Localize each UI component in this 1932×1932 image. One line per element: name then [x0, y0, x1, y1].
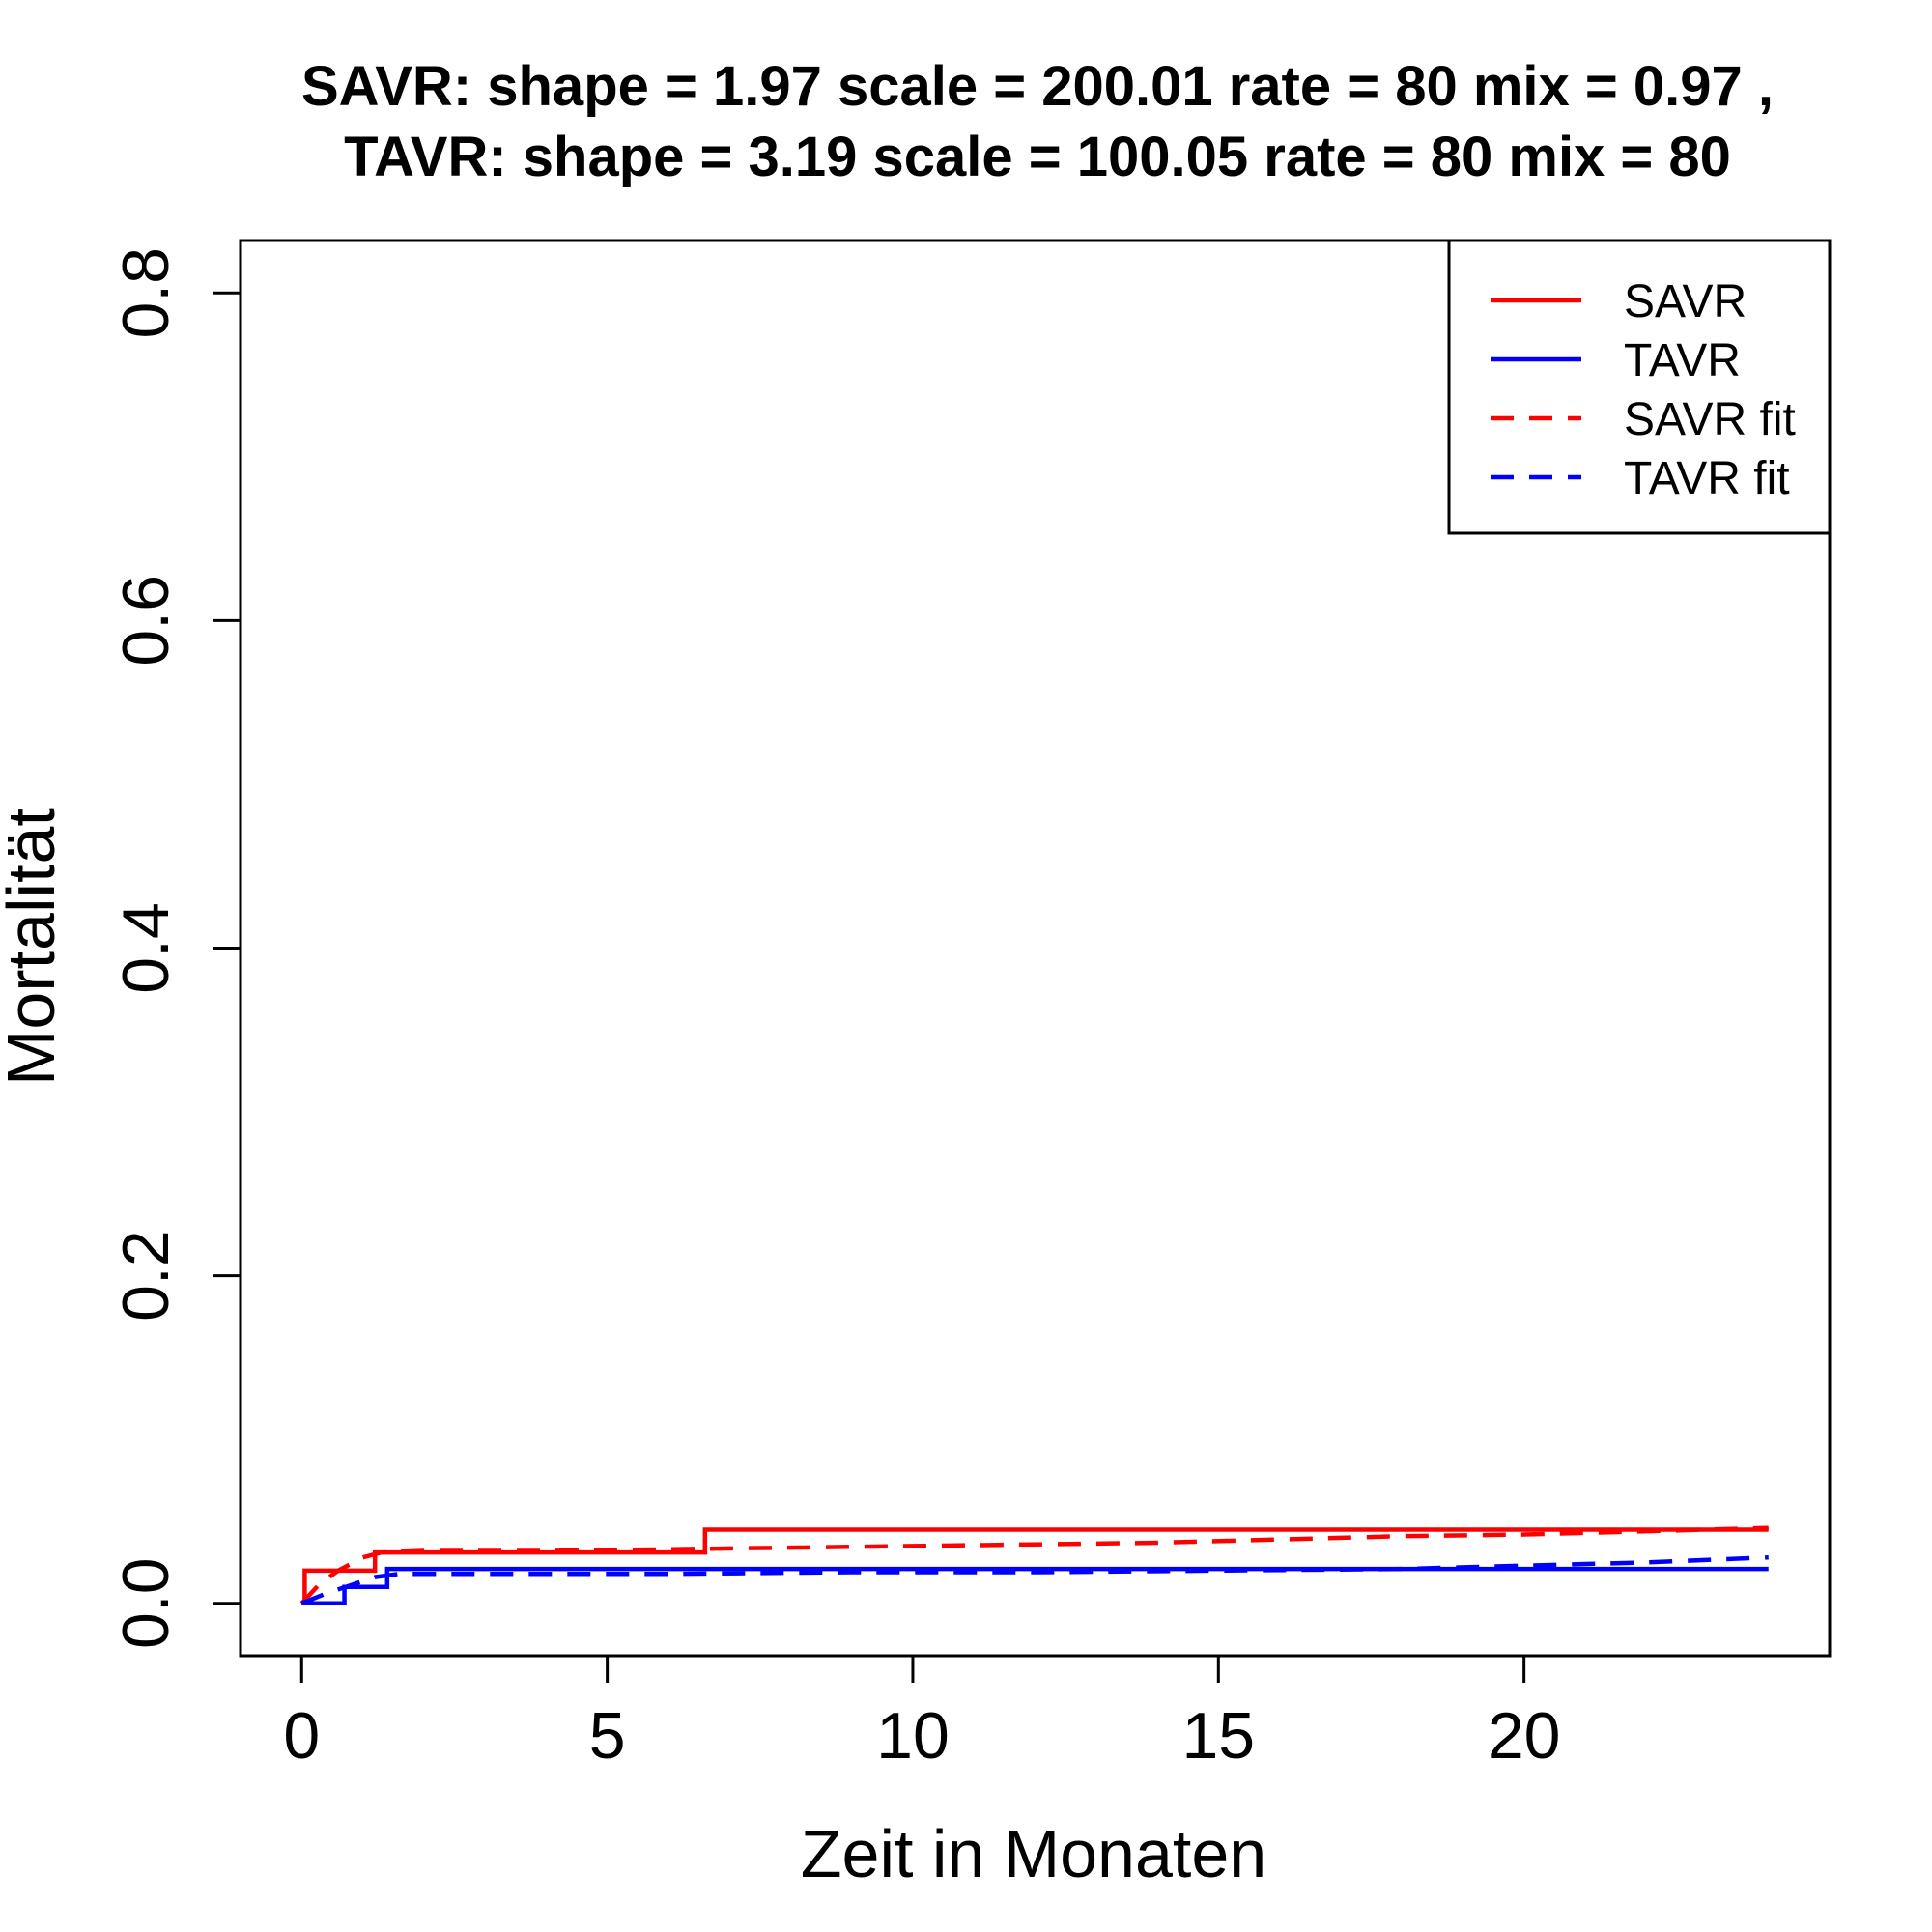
legend-items: SAVR TAVR SAVR fit TAVR fit [1491, 276, 1796, 504]
y-tick-label: 0.2 [109, 1230, 183, 1321]
series-line-savr-fit [299, 1525, 1769, 1605]
series-line-tavr-fit [300, 1555, 1769, 1605]
x-tick-label: 5 [589, 1699, 626, 1773]
legend-label: SAVR [1624, 276, 1747, 327]
y-axis: 0.0 0.2 0.4 0.6 0.8 [109, 247, 242, 1649]
y-tick-label: 0.6 [109, 575, 183, 667]
title-line-1: SAVR: shape = 1.97 scale = 200.01 rate =… [301, 55, 1774, 118]
legend: SAVR TAVR SAVR fit TAVR fit [1447, 239, 1832, 535]
legend-label: TAVR [1624, 335, 1741, 386]
x-tick-label: 15 [1181, 1699, 1255, 1773]
y-tick-label: 0.4 [109, 902, 183, 994]
y-tick-label: 0.8 [109, 247, 183, 339]
y-axis-title: Mortalität [0, 808, 69, 1086]
series-line-tavr [301, 1566, 1769, 1605]
x-tick-label: 0 [283, 1699, 320, 1773]
x-tick-label: 20 [1488, 1699, 1561, 1773]
x-axis-title: Zeit in Monaten [801, 1816, 1266, 1891]
legend-label: SAVR fit [1624, 394, 1796, 445]
x-axis: 0 5 10 15 20 [283, 1654, 1561, 1773]
x-tick-label: 10 [876, 1699, 950, 1773]
chart-title: SAVR: shape = 1.97 scale = 200.01 rate =… [301, 55, 1774, 188]
title-line-2: TAVR: shape = 3.19 scale = 100.05 rate =… [344, 126, 1731, 188]
series-layer [299, 1525, 1769, 1605]
y-tick-label: 0.0 [109, 1557, 183, 1649]
legend-label: TAVR fit [1624, 453, 1790, 504]
legend-box [1447, 239, 1832, 535]
